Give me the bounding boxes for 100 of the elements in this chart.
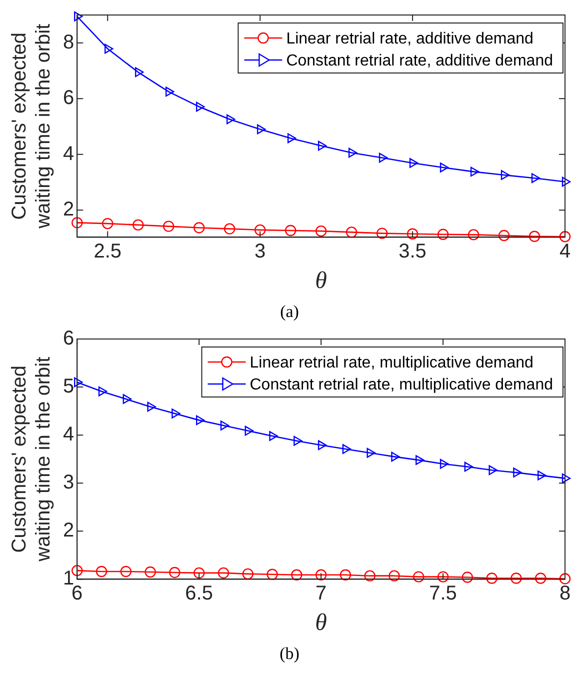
point: [74, 11, 83, 22]
point: [513, 468, 522, 478]
point: [135, 67, 144, 78]
x-axis-title: θ: [315, 268, 328, 294]
y-tick-label: 5: [63, 376, 74, 398]
point: [196, 415, 205, 426]
y-tick-label: 4: [63, 142, 74, 165]
point: [559, 231, 571, 242]
point: [413, 571, 424, 582]
point: [468, 229, 480, 240]
point: [559, 573, 571, 584]
point: [315, 569, 327, 580]
y-tick-label: 8: [63, 31, 74, 54]
text: (b): [278, 643, 300, 665]
point: [388, 570, 400, 582]
legend-label: Constant retrial rate, additive demand: [286, 52, 553, 70]
point: [562, 176, 571, 187]
legend-label: Constant retrial rate, multiplicative demand: [250, 376, 553, 394]
point: [269, 431, 278, 441]
y-tick-label: 6: [63, 87, 74, 110]
point: [391, 452, 400, 462]
point: [376, 228, 388, 239]
point: [166, 86, 174, 97]
point: [163, 220, 174, 232]
point: [470, 166, 480, 177]
point: [318, 140, 327, 151]
point: [284, 224, 296, 236]
x-tick-label: 4: [559, 240, 571, 263]
point: [437, 228, 449, 240]
point: [346, 226, 358, 238]
point: [291, 569, 302, 580]
point: [437, 571, 449, 582]
point: [218, 567, 230, 579]
point: [254, 224, 266, 236]
point: [72, 564, 83, 576]
point: [366, 448, 376, 458]
point: [538, 470, 546, 480]
point: [220, 420, 230, 430]
point: [364, 570, 376, 582]
point: [409, 158, 418, 168]
point: [172, 408, 180, 418]
point: [242, 568, 254, 580]
point: [256, 124, 266, 134]
point: [440, 458, 449, 469]
x-tick-label: 7.5: [429, 582, 457, 605]
point: [193, 567, 205, 579]
point: [510, 572, 522, 584]
y-axis-title: Customers' expected waiting time in the orbit: [8, 356, 55, 562]
point: [315, 225, 327, 237]
point: [169, 566, 180, 578]
point: [104, 44, 114, 54]
x-tick-label: 3: [254, 240, 266, 263]
point: [464, 462, 474, 472]
point: [266, 568, 278, 580]
y-tick-label: 6: [63, 328, 74, 350]
point: [406, 228, 418, 240]
y-tick-label: 2: [63, 520, 74, 542]
point: [528, 230, 540, 242]
point: [122, 394, 132, 404]
point: [378, 152, 388, 163]
point: [244, 426, 254, 436]
point: [132, 219, 144, 231]
x-axis-title: θ: [315, 610, 328, 636]
legend-label: Linear retrial rate, multiplicative demand: [250, 354, 534, 372]
point: [224, 223, 236, 234]
point: [193, 222, 205, 234]
point: [196, 102, 205, 112]
point: [535, 572, 546, 584]
point: [120, 566, 132, 578]
legend-label: Linear retrial rate, additive demand: [286, 30, 534, 48]
point: [531, 173, 540, 184]
point: [500, 170, 510, 180]
y-axis-title: Customers' expected waiting time in the orbit: [8, 23, 55, 230]
point: [486, 572, 498, 584]
point: [318, 440, 327, 450]
point: [488, 465, 498, 476]
point: [74, 377, 83, 388]
text: (a): [279, 301, 300, 323]
y-tick-label: 2: [63, 198, 74, 221]
x-tick-label: 8: [559, 582, 571, 605]
point: [96, 566, 108, 578]
point: [416, 455, 424, 465]
y-tick-label: 3: [63, 472, 74, 494]
point: [348, 148, 358, 158]
point: [440, 162, 449, 172]
point: [294, 436, 302, 446]
point: [340, 569, 352, 580]
point: [102, 218, 114, 230]
point: [226, 114, 236, 124]
x-tick-label: 6.5: [185, 582, 213, 605]
point: [287, 133, 296, 144]
point: [147, 402, 156, 412]
point: [98, 386, 108, 396]
point: [342, 444, 352, 454]
point: [562, 473, 571, 484]
point: [72, 217, 83, 228]
point: [498, 230, 510, 242]
point: [462, 572, 474, 583]
y-tick-label: 4: [63, 424, 74, 446]
x-tick-label: 3.5: [398, 240, 426, 263]
